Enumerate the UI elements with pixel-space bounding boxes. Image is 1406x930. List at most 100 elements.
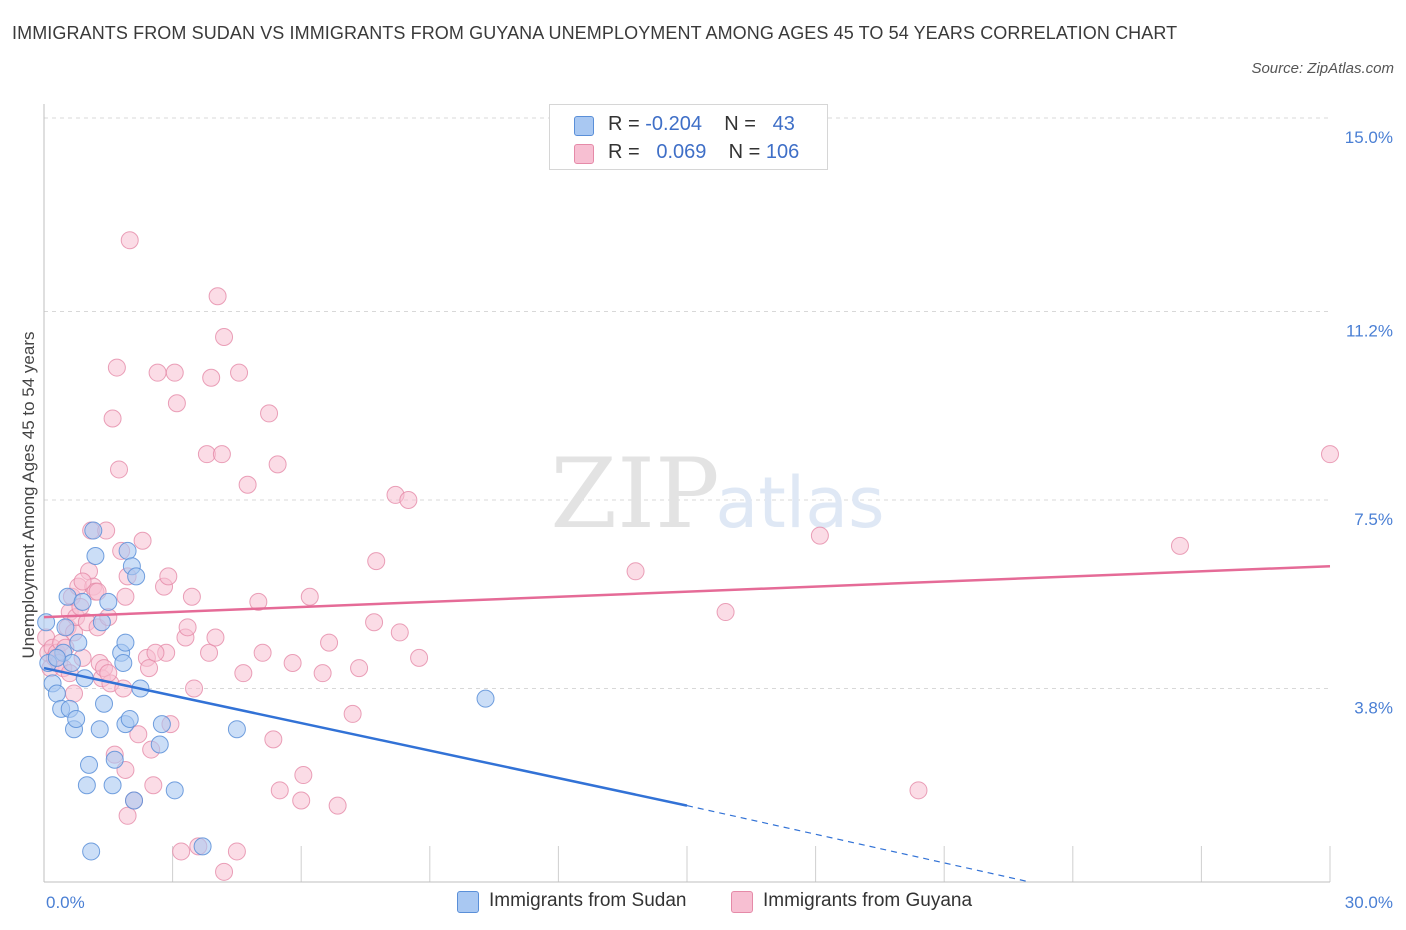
legend-r-value-sudan: -0.204: [645, 113, 702, 135]
guyana-point: [909, 781, 928, 800]
y-tick-label: 7.5%: [1354, 510, 1393, 529]
guyana-point: [249, 592, 268, 611]
guyana-point: [350, 659, 369, 678]
guyana-point: [320, 633, 339, 652]
bottom-legend-swatch-sudan: [457, 891, 479, 913]
legend-r-value-guyana: 0.069: [656, 141, 707, 163]
legend-r-label: R =: [608, 113, 646, 135]
guyana-point: [200, 643, 219, 662]
sudan-point: [125, 791, 144, 810]
guyana-point: [230, 363, 249, 382]
guyana-point: [270, 781, 289, 800]
guyana-point: [103, 409, 122, 428]
sudan-point: [120, 710, 139, 729]
sudan-point: [165, 781, 184, 800]
guyana-point: [185, 679, 204, 698]
sudan-point: [82, 842, 101, 861]
bottom-legend-label-guyana: Immigrants from Guyana: [763, 890, 973, 911]
sudan-point: [118, 541, 137, 560]
guyana-point: [159, 567, 178, 586]
sudan-point: [99, 592, 118, 611]
sudan-point: [47, 648, 66, 667]
guyana-point: [107, 358, 126, 377]
legend-n-label: N =: [724, 113, 762, 135]
guyana-point: [238, 475, 257, 494]
guyana-point: [716, 603, 735, 622]
x-tick-label-min: 0.0%: [46, 893, 85, 912]
guyana-points: [37, 231, 1339, 881]
guyana-point: [110, 460, 129, 479]
guyana-point: [264, 730, 283, 749]
axes: [43, 104, 1331, 883]
sudan-point: [150, 735, 169, 754]
sudan-point: [105, 750, 124, 769]
sudan-point: [84, 521, 103, 540]
guyana-point: [167, 394, 186, 413]
guyana-point: [178, 618, 197, 637]
sudan-point: [77, 776, 96, 795]
guyana-point: [294, 766, 313, 785]
tick-labels: 3.8% 7.5% 11.2% 15.0% 0.0% 30.0%: [46, 128, 1393, 912]
guyana-point: [118, 806, 137, 825]
x-tick-label-max: 30.0%: [1345, 893, 1393, 912]
guyana-point: [234, 664, 253, 683]
sudan-point: [152, 715, 171, 734]
guyana-point: [208, 287, 227, 306]
guyana-point: [313, 664, 332, 683]
legend-n-value-sudan: 43: [772, 113, 795, 135]
sudan-point: [69, 633, 88, 652]
watermark: ZIP atlas: [550, 438, 884, 550]
watermark-zip: ZIP: [550, 438, 719, 550]
sudan-point: [56, 618, 75, 637]
guyana-point: [212, 445, 231, 464]
guyana-point: [120, 231, 139, 250]
guyana-point: [292, 791, 311, 810]
guyana-point: [260, 404, 279, 423]
sudan-point: [47, 684, 66, 703]
legend: R = -0.204 N = 43 R = 0.069 N = 106: [549, 104, 828, 170]
sudan-trend-extension: [686, 805, 1031, 883]
guyana-point: [99, 664, 118, 683]
guyana-point: [227, 842, 246, 861]
guyana-point: [268, 455, 287, 474]
sudan-point: [127, 567, 146, 586]
sudan-point: [58, 587, 77, 606]
guyana-point: [390, 623, 409, 642]
guyana-point: [343, 704, 362, 723]
guyana-trend-line: [43, 564, 1331, 619]
guyana-point: [215, 862, 234, 881]
guyana-point: [144, 776, 163, 795]
guyana-point: [73, 572, 92, 591]
guyana-point: [65, 684, 84, 703]
guyana-point: [133, 531, 152, 550]
sudan-trend-line: [43, 666, 688, 807]
guyana-point: [202, 368, 221, 387]
guyana-point: [810, 526, 829, 545]
guyana-point: [399, 491, 418, 509]
guyana-point: [626, 562, 645, 581]
bottom-legend-swatch-guyana: [731, 891, 753, 913]
sudan-point: [103, 776, 122, 795]
sudan-point: [95, 694, 114, 713]
y-tick-label: 3.8%: [1354, 698, 1393, 717]
grid-lines: [44, 117, 1330, 689]
guyana-point: [197, 445, 216, 464]
sudan-points: [37, 521, 495, 861]
sudan-point: [116, 633, 135, 652]
guyana-point: [410, 648, 429, 667]
guyana-point: [146, 643, 165, 662]
guyana-point: [182, 587, 201, 606]
guyana-point: [283, 653, 302, 672]
sudan-point: [67, 710, 86, 729]
legend-n-label: N =: [728, 141, 766, 163]
guyana-point: [140, 659, 159, 678]
guyana-point: [328, 796, 347, 815]
sudan-point: [80, 755, 99, 774]
legend-n-value-guyana: 106: [765, 141, 800, 163]
sudan-point: [62, 653, 81, 672]
guyana-point: [300, 587, 319, 606]
chart-title: IMMIGRANTS FROM SUDAN VS IMMIGRANTS FROM…: [12, 23, 1178, 43]
guyana-point: [129, 725, 148, 744]
guyana-point: [165, 363, 184, 382]
